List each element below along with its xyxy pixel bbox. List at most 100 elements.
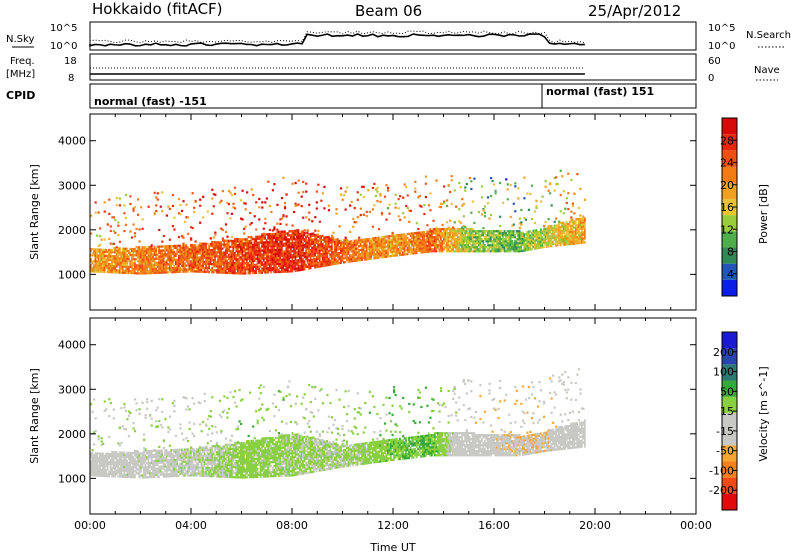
range-cell bbox=[461, 230, 463, 233]
range-cell bbox=[306, 255, 309, 258]
range-cell bbox=[141, 268, 144, 271]
range-cell bbox=[143, 254, 145, 257]
range-cell bbox=[380, 250, 383, 253]
range-cell bbox=[106, 258, 109, 262]
range-cell bbox=[261, 253, 264, 256]
range-cell bbox=[452, 238, 454, 241]
range-cell bbox=[271, 254, 274, 258]
range-cell bbox=[265, 271, 268, 274]
range-cell bbox=[270, 255, 273, 258]
range-cell bbox=[141, 227, 144, 230]
range-cell bbox=[139, 262, 142, 265]
range-cell bbox=[120, 441, 123, 445]
range-cell bbox=[162, 269, 165, 272]
range-cell bbox=[282, 266, 285, 269]
range-cell bbox=[326, 264, 329, 267]
range-cell bbox=[512, 246, 515, 249]
range-cell bbox=[271, 261, 274, 264]
range-cell bbox=[355, 221, 358, 224]
range-cell bbox=[344, 252, 347, 256]
range-cell bbox=[414, 248, 417, 251]
range-cell bbox=[471, 236, 474, 239]
range-cell bbox=[239, 262, 242, 265]
range-cell bbox=[303, 232, 306, 235]
range-cell bbox=[285, 244, 288, 247]
range-cell bbox=[191, 246, 194, 249]
range-cell bbox=[583, 241, 586, 244]
range-cell bbox=[349, 242, 351, 245]
range-cell bbox=[209, 268, 212, 272]
range-cell bbox=[232, 241, 235, 245]
range-cell bbox=[547, 218, 550, 221]
range-cell bbox=[409, 232, 412, 235]
range-cell bbox=[483, 211, 487, 214]
range-cell bbox=[162, 257, 165, 260]
range-cell bbox=[294, 237, 297, 240]
range-cell bbox=[283, 270, 286, 273]
range-cell bbox=[303, 260, 306, 263]
range-cell bbox=[296, 267, 298, 270]
range-cell bbox=[446, 250, 448, 253]
range-cell bbox=[329, 253, 332, 256]
range-cell bbox=[176, 268, 179, 272]
range-cell bbox=[150, 255, 153, 259]
range-cell bbox=[264, 269, 267, 272]
range-cell bbox=[296, 245, 298, 248]
range-cell bbox=[259, 271, 262, 274]
range-cell bbox=[244, 248, 247, 251]
range-cell bbox=[302, 258, 304, 261]
range-cell bbox=[229, 257, 232, 261]
range-cell bbox=[229, 253, 232, 257]
range-cell bbox=[209, 244, 212, 248]
range-cell bbox=[221, 228, 225, 232]
range-cell bbox=[100, 250, 103, 253]
range-cell bbox=[324, 248, 327, 251]
range-cell bbox=[173, 264, 176, 268]
range-cell bbox=[308, 237, 310, 240]
range-cell bbox=[518, 242, 521, 245]
nsearch-label: N.Search bbox=[746, 30, 791, 41]
range-cell bbox=[332, 261, 335, 264]
range-cell bbox=[326, 262, 329, 265]
range-cell bbox=[302, 234, 304, 237]
cpid-strip bbox=[89, 83, 697, 109]
range-cell bbox=[389, 238, 392, 242]
range-cell bbox=[211, 263, 214, 266]
range-cell bbox=[365, 214, 368, 218]
range-cell bbox=[426, 246, 429, 249]
range-cell bbox=[409, 250, 412, 253]
range-cell bbox=[471, 228, 474, 231]
range-cell bbox=[514, 250, 517, 253]
range-cell bbox=[196, 254, 198, 257]
range-cell bbox=[321, 192, 324, 195]
range-cell bbox=[468, 242, 471, 245]
range-cell bbox=[241, 248, 244, 251]
range-cell bbox=[465, 240, 468, 243]
range-cell bbox=[146, 260, 148, 263]
range-cell bbox=[149, 251, 151, 255]
range-cell bbox=[282, 234, 285, 237]
range-cell bbox=[374, 246, 377, 250]
range-cell bbox=[374, 256, 377, 260]
range-cell bbox=[261, 263, 264, 266]
range-cell bbox=[539, 200, 543, 203]
range-cell bbox=[309, 256, 312, 260]
range-cell bbox=[420, 249, 423, 252]
range-cell bbox=[346, 244, 348, 248]
range-cell bbox=[189, 270, 192, 273]
range-cell bbox=[358, 236, 361, 239]
range-cell bbox=[439, 230, 442, 233]
range-cell bbox=[343, 261, 345, 264]
range-cell bbox=[324, 260, 327, 263]
range-cell bbox=[412, 244, 415, 247]
range-cell bbox=[521, 237, 524, 240]
range-cell bbox=[170, 257, 173, 260]
range-cell bbox=[246, 242, 248, 245]
range-cell bbox=[123, 253, 126, 256]
range-cell bbox=[114, 247, 117, 250]
range-cell bbox=[462, 215, 465, 218]
range-cell bbox=[280, 262, 283, 265]
range-cell bbox=[359, 256, 362, 260]
range-cell bbox=[182, 242, 185, 245]
range-cell bbox=[147, 258, 150, 261]
